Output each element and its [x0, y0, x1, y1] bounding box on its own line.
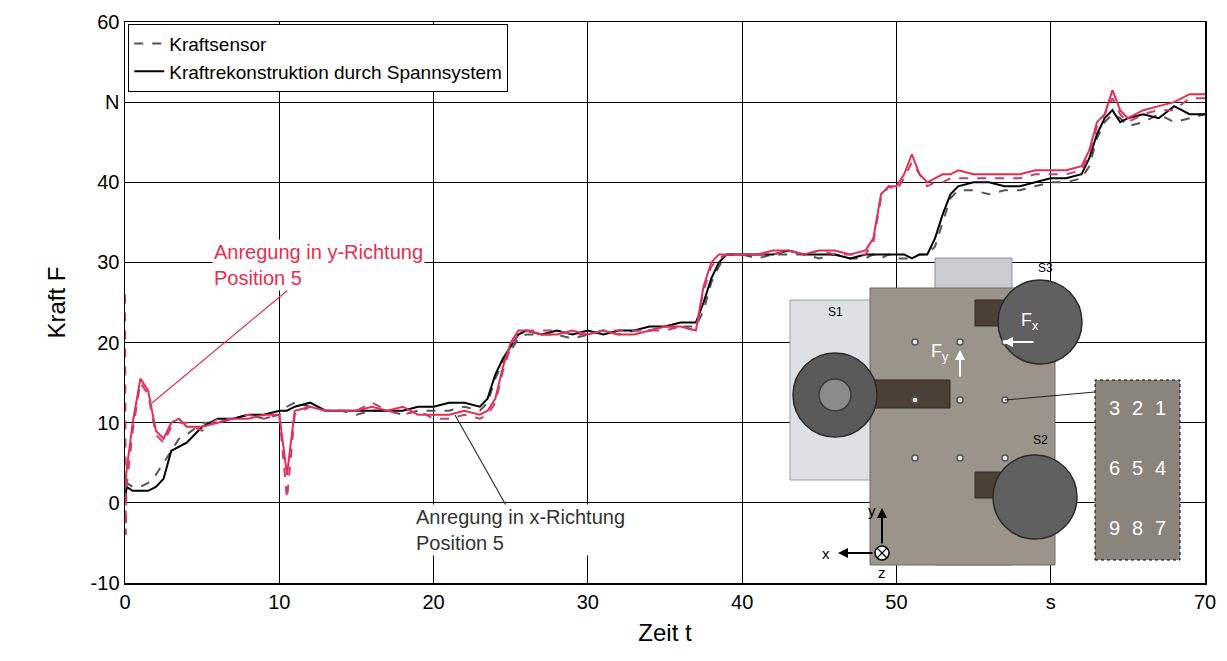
svg-text:Anregung in y-RichtungPosition: Anregung in y-RichtungPosition 5 — [214, 241, 423, 289]
svg-text:6: 6 — [1109, 457, 1120, 479]
svg-text:40: 40 — [97, 171, 119, 193]
svg-text:-10: -10 — [91, 572, 120, 594]
svg-text:y: y — [868, 502, 876, 519]
svg-text:F​x​: F​x​ — [1021, 310, 1039, 333]
svg-text:5: 5 — [1132, 457, 1143, 479]
svg-text:4: 4 — [1155, 457, 1166, 479]
svg-text:s: s — [1046, 591, 1056, 613]
svg-text:10: 10 — [268, 591, 290, 613]
svg-text:1: 1 — [1155, 397, 1166, 419]
svg-text:20: 20 — [97, 332, 119, 354]
svg-text:Kraftrekonstruktion durch Span: Kraftrekonstruktion durch Spannsystem — [169, 62, 502, 83]
svg-text:40: 40 — [731, 591, 753, 613]
svg-text:20: 20 — [422, 591, 444, 613]
svg-text:Kraft F: Kraft F — [43, 266, 70, 338]
svg-text:8: 8 — [1132, 517, 1143, 539]
svg-text:9: 9 — [1109, 517, 1120, 539]
svg-text:x: x — [822, 545, 830, 562]
svg-text:7: 7 — [1155, 517, 1166, 539]
svg-text:70: 70 — [1194, 591, 1216, 613]
svg-text:Kraftsensor: Kraftsensor — [169, 34, 267, 55]
svg-text:Zeit t: Zeit t — [638, 619, 692, 646]
svg-text:F​y​: F​y​ — [931, 341, 949, 364]
svg-text:50: 50 — [885, 591, 907, 613]
svg-text:3: 3 — [1109, 397, 1120, 419]
svg-text:N: N — [105, 91, 119, 113]
svg-text:z: z — [878, 564, 886, 581]
svg-text:0: 0 — [108, 492, 119, 514]
svg-text:30: 30 — [577, 591, 599, 613]
svg-text:Anregung in x-RichtungPosition: Anregung in x-RichtungPosition 5 — [416, 506, 625, 554]
svg-text:10: 10 — [97, 412, 119, 434]
svg-text:30: 30 — [97, 251, 119, 273]
svg-text:S3: S3 — [1038, 261, 1053, 275]
svg-text:0: 0 — [119, 591, 130, 613]
svg-text:S1: S1 — [828, 305, 843, 319]
svg-text:2: 2 — [1132, 397, 1143, 419]
svg-text:S2: S2 — [1033, 433, 1048, 447]
svg-text:60: 60 — [97, 11, 119, 33]
